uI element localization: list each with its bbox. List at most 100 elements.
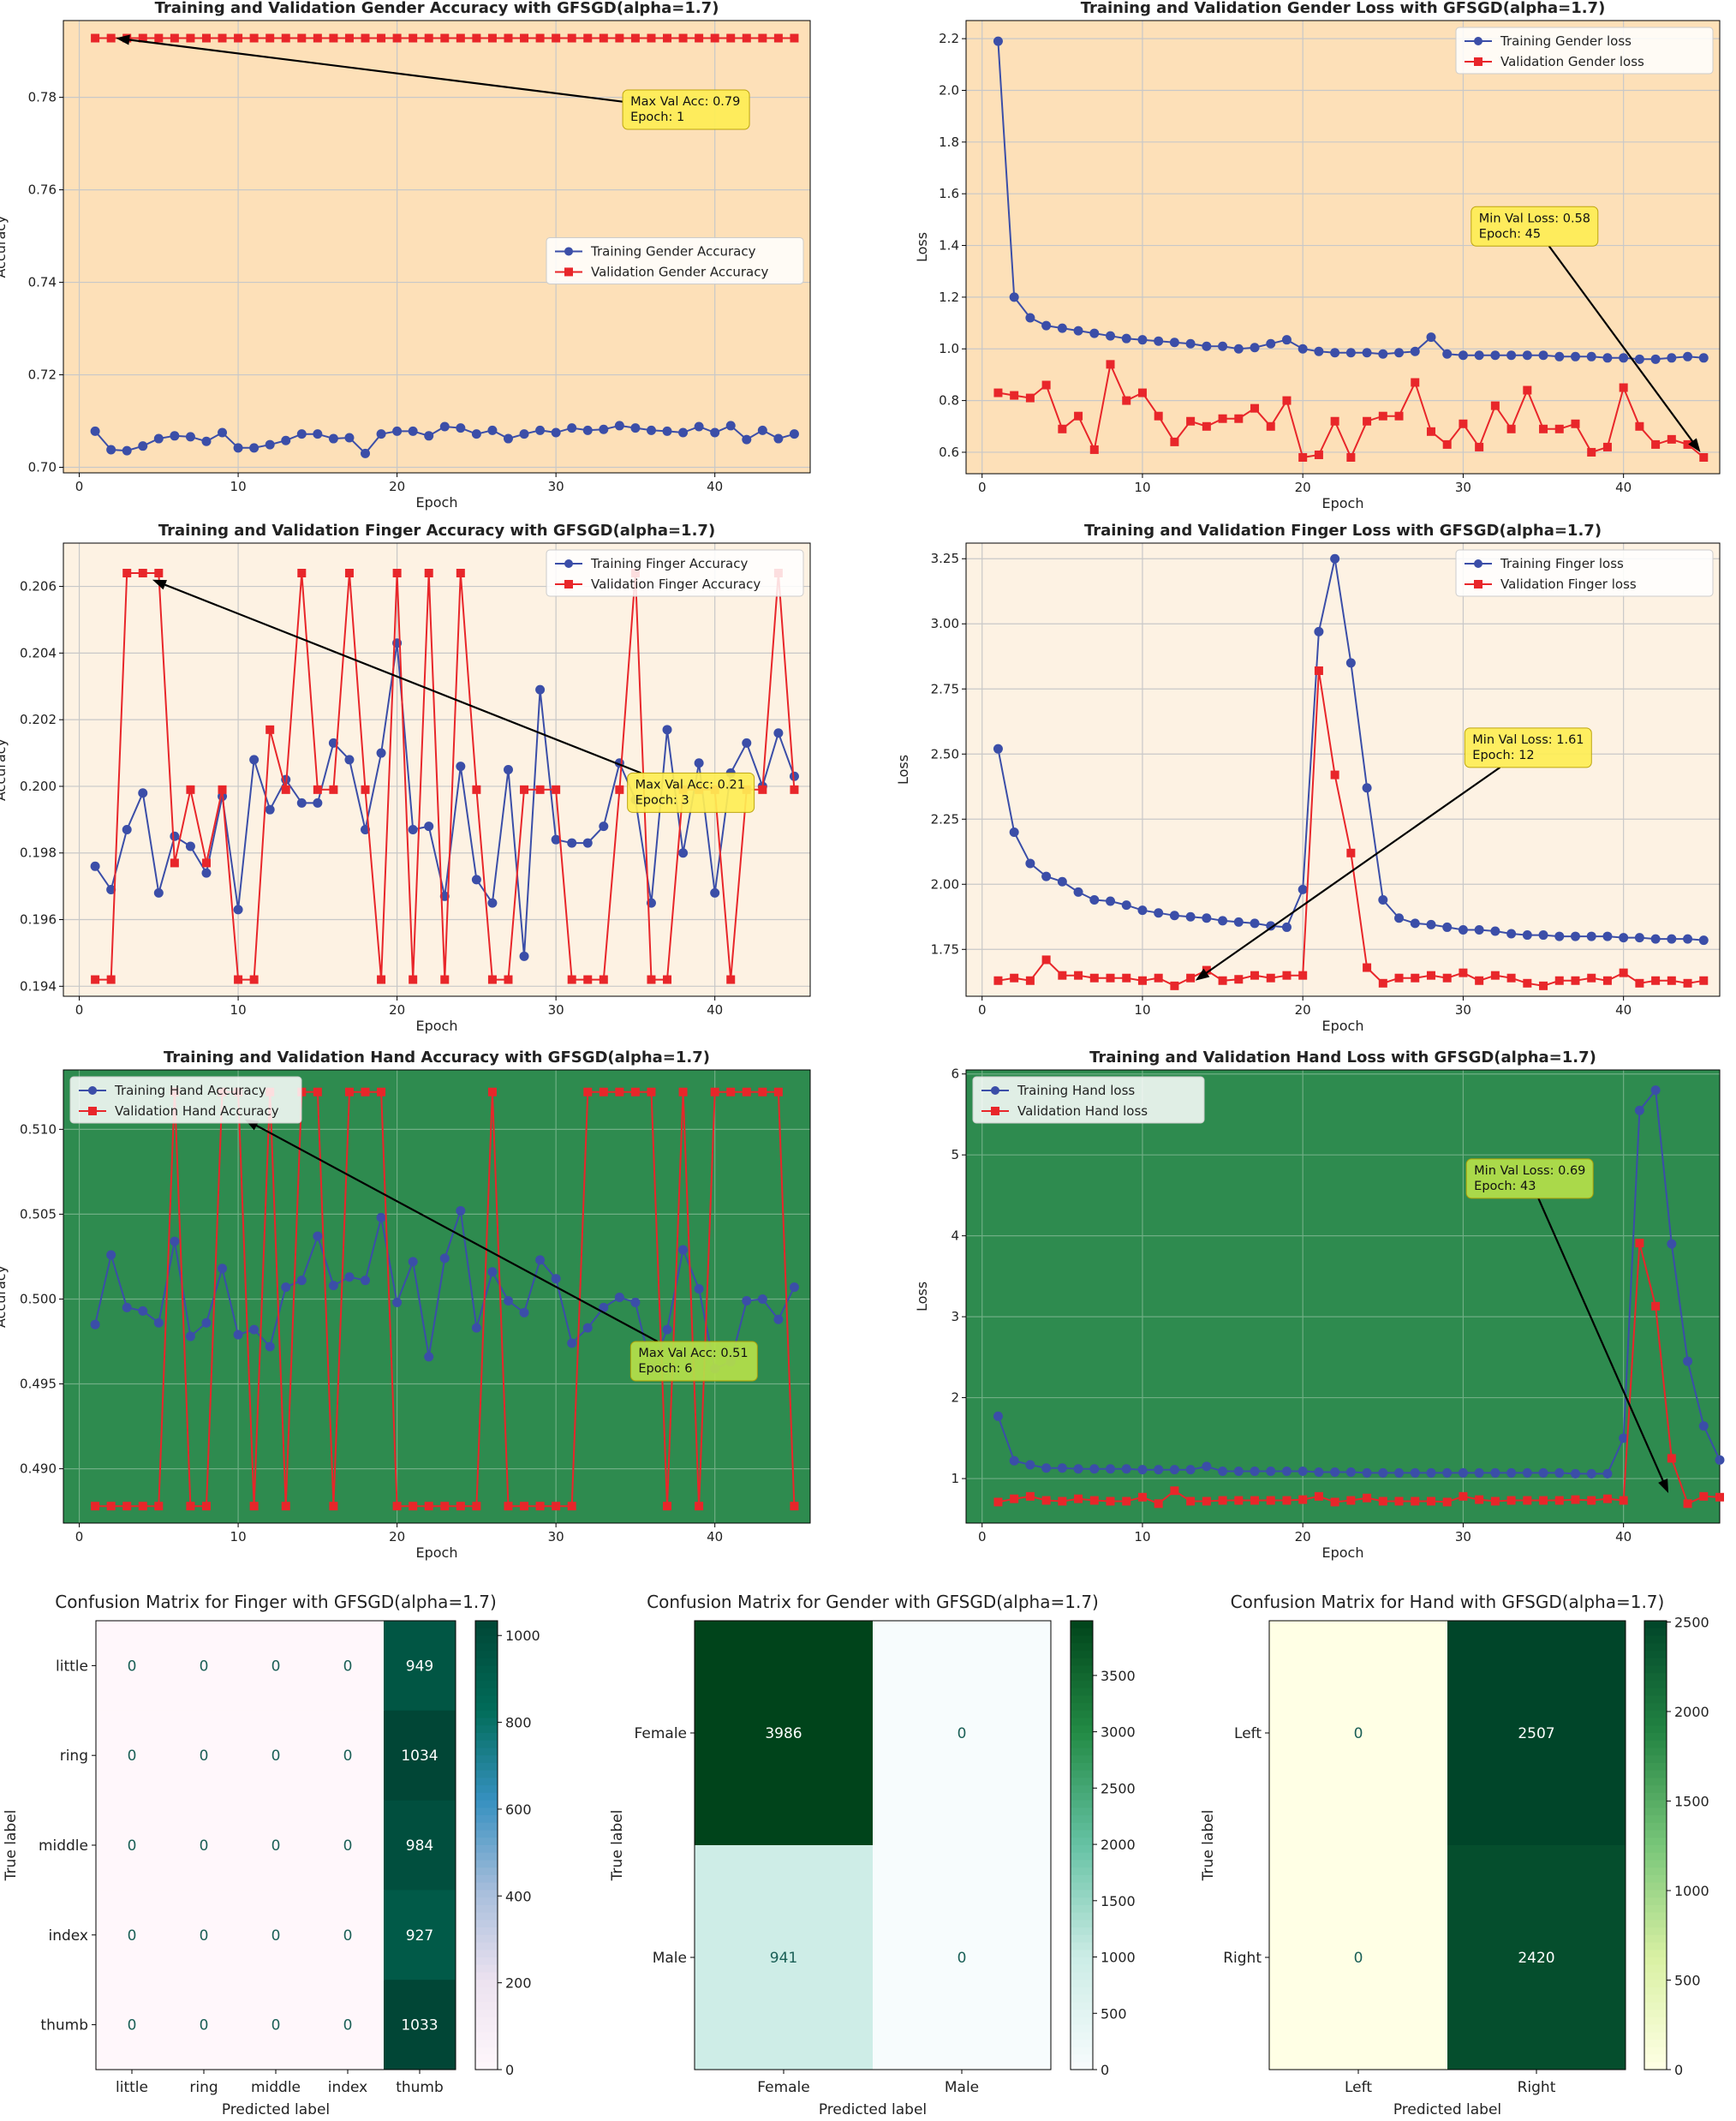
training-hand-accuracy-point bbox=[535, 1255, 546, 1265]
colorbar-segment bbox=[475, 1964, 498, 1974]
x-tick-label: 40 bbox=[1615, 480, 1632, 495]
training-gender-accuracy-point bbox=[344, 433, 355, 443]
training-finger-loss-point bbox=[1634, 933, 1644, 943]
colorbar-segment bbox=[1071, 1890, 1093, 1898]
y-axis-label: Accuracy bbox=[0, 738, 9, 801]
colorbar-segment bbox=[1644, 1882, 1667, 1891]
training-gender-accuracy-point bbox=[138, 441, 148, 451]
validation-finger-accuracy-point bbox=[456, 569, 465, 578]
validation-gender-accuracy-point bbox=[424, 33, 433, 43]
colorbar-segment bbox=[1071, 2024, 1093, 2033]
validation-hand-loss-point bbox=[1089, 1496, 1099, 1505]
validation-finger-loss-point bbox=[1298, 971, 1308, 980]
validation-gender-accuracy-point bbox=[329, 33, 338, 43]
annotation-arrow-head bbox=[1688, 438, 1701, 452]
validation-hand-loss-point bbox=[1122, 1497, 1131, 1506]
colorbar-segment bbox=[475, 1972, 498, 1981]
x-tick-label: 10 bbox=[1134, 1002, 1150, 1018]
matrix-cell bbox=[312, 1980, 385, 2070]
training-finger-loss-point bbox=[1619, 933, 1629, 943]
validation-finger-loss-point bbox=[1330, 770, 1339, 780]
training-finger-loss-point bbox=[1218, 916, 1228, 926]
legend-label-validation-finger-accuracy: Validation Finger Accuracy bbox=[591, 577, 761, 592]
colorbar-segment bbox=[1644, 2024, 1667, 2033]
x-tick-label: 30 bbox=[548, 1002, 564, 1018]
colorbar-segment bbox=[475, 1740, 498, 1749]
training-finger-loss-point bbox=[1233, 917, 1244, 927]
training-hand-loss-point bbox=[1538, 1467, 1548, 1478]
training-hand-loss-point bbox=[1602, 1468, 1613, 1479]
matrix-cell bbox=[1269, 1845, 1448, 2070]
colorbar-segment bbox=[1071, 1934, 1093, 1944]
training-finger-accuracy-point bbox=[249, 755, 260, 765]
colorbar-segment bbox=[1071, 1874, 1093, 1884]
colorbar-tick-label: 3000 bbox=[1101, 1724, 1136, 1741]
validation-gender-loss-point bbox=[1459, 419, 1468, 428]
y-tick-label: 2.50 bbox=[931, 746, 959, 762]
colorbar-segment bbox=[475, 1822, 498, 1831]
colorbar-tick-label: 500 bbox=[1674, 1972, 1701, 1988]
matrix-cell bbox=[168, 1800, 241, 1891]
colorbar-tick-label: 2000 bbox=[1101, 1837, 1136, 1853]
training-hand-accuracy-point bbox=[201, 1317, 212, 1328]
colorbar-segment bbox=[475, 1815, 498, 1824]
cell-value: 0 bbox=[200, 1927, 209, 1945]
validation-gender-accuracy-point bbox=[678, 33, 688, 43]
validation-gender-loss-point bbox=[1442, 439, 1452, 449]
matrix-cell bbox=[168, 1890, 241, 1981]
legend-label-training-gender-accuracy: Training Gender Accuracy bbox=[590, 243, 756, 259]
x-axis-label: Predicted label bbox=[819, 2101, 927, 2118]
validation-hand-loss-point bbox=[1346, 1496, 1356, 1505]
colorbar-segment bbox=[1644, 1665, 1667, 1674]
training-finger-loss-point bbox=[1202, 913, 1212, 923]
legend-swatch-marker bbox=[1474, 559, 1482, 568]
validation-hand-loss-point bbox=[1202, 1497, 1211, 1506]
training-finger-accuracy-point bbox=[678, 848, 689, 858]
training-finger-accuracy-point bbox=[296, 798, 307, 808]
colorbar-segment bbox=[1071, 1994, 1093, 2003]
colorbar-segment bbox=[1071, 1703, 1093, 1712]
training-finger-accuracy-point bbox=[201, 868, 212, 878]
training-hand-loss-point bbox=[1506, 1467, 1517, 1478]
y-axis-label: True label bbox=[1200, 1810, 1217, 1882]
training-finger-loss-point bbox=[1106, 896, 1116, 906]
x-tick-label: Right bbox=[1518, 2079, 1556, 2096]
validation-finger-loss-point bbox=[1699, 976, 1709, 985]
validation-gender-accuracy-point bbox=[170, 33, 179, 43]
hand-loss-chart: 0 10 20 30 40 1 2 3 4 5 6 Min Val Loss: 0.69 Epoch: … bbox=[914, 1049, 1725, 1561]
colorbar-segment bbox=[1071, 1688, 1093, 1696]
matrix-frame bbox=[694, 1620, 1052, 2070]
legend-swatch-marker bbox=[564, 267, 573, 277]
validation-finger-accuracy-point bbox=[186, 785, 195, 794]
validation-finger-accuracy-point bbox=[122, 569, 132, 578]
training-finger-accuracy-point bbox=[742, 738, 752, 748]
colorbar-segment bbox=[1071, 1897, 1093, 1906]
training-gender-accuracy-point bbox=[662, 426, 672, 436]
x-tick-label: 10 bbox=[230, 479, 247, 494]
matrix-cell bbox=[1269, 1621, 1448, 1846]
validation-hand-loss-point bbox=[1218, 1496, 1227, 1505]
colorbar-segment bbox=[1644, 2046, 1667, 2056]
validation-hand-accuracy-point bbox=[138, 1502, 147, 1511]
y-axis-label: Loss bbox=[914, 232, 930, 262]
colorbar-frame bbox=[474, 1620, 498, 2070]
y-tick-label: 4 bbox=[951, 1228, 959, 1244]
training-finger-accuracy-point bbox=[185, 841, 195, 851]
colorbar-segment bbox=[1071, 2040, 1093, 2048]
validation-finger-accuracy-point bbox=[615, 785, 624, 794]
colorbar-segment bbox=[475, 1673, 498, 1682]
validation-finger-accuracy-point bbox=[249, 975, 259, 984]
training-gender-loss-point bbox=[993, 36, 1003, 46]
y-tick-label: ring bbox=[60, 1748, 88, 1765]
validation-finger-loss-point bbox=[1346, 848, 1356, 857]
validation-hand-loss-point bbox=[1699, 1491, 1709, 1501]
training-gender-accuracy-point bbox=[456, 423, 466, 433]
training-gender-accuracy-point bbox=[725, 421, 736, 431]
training-finger-accuracy-point bbox=[313, 798, 323, 808]
validation-hand-loss-point bbox=[1330, 1497, 1339, 1507]
training-finger-loss-point bbox=[1490, 926, 1500, 936]
y-tick-label: index bbox=[48, 1927, 88, 1945]
cell-value: 0 bbox=[1354, 1950, 1363, 1967]
validation-finger-loss-point bbox=[1651, 976, 1661, 985]
training-gender-loss-point bbox=[1185, 338, 1196, 349]
